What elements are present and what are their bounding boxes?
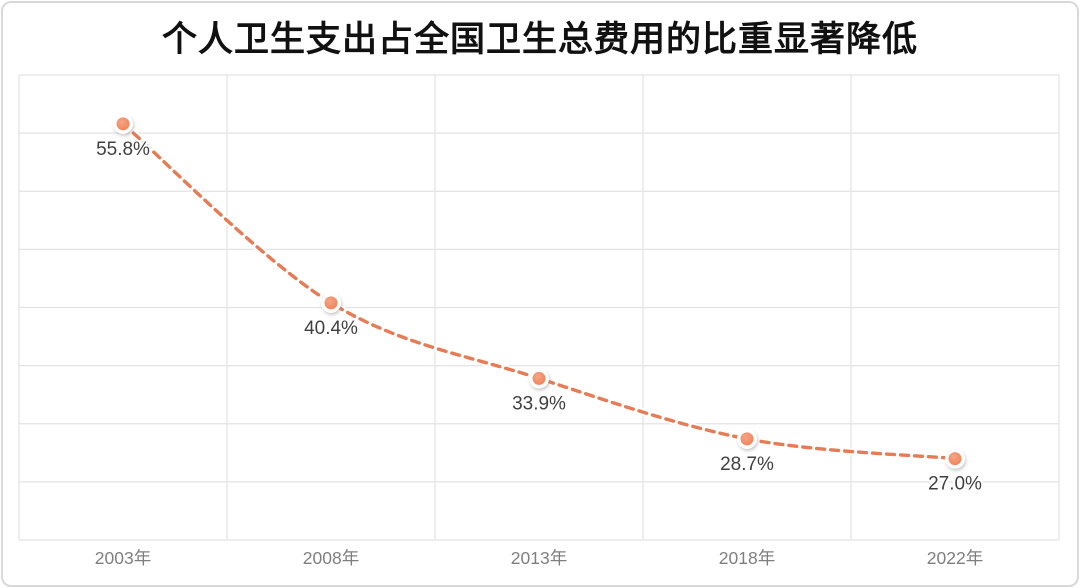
data-point-label: 55.8% [96, 139, 150, 160]
x-axis-label: 2003年 [95, 548, 151, 568]
chart-title: 个人卫生支出占全国卫生总费用的比重显著降低 [161, 20, 918, 59]
data-point [116, 117, 130, 131]
data-point-label: 40.4% [304, 318, 358, 339]
data-point [532, 371, 546, 385]
data-point [324, 296, 338, 310]
data-point-label: 27.0% [928, 474, 982, 495]
line-chart: 55.8% 40.4% 33.9% 28.7% 27.0% 2003年 2008年 2013年… [18, 74, 1060, 568]
data-point [740, 432, 754, 446]
data-point [948, 452, 962, 466]
x-axis-label: 2018年 [719, 548, 775, 568]
x-axis-label: 2013年 [511, 548, 567, 568]
x-axis-label: 2022年 [927, 548, 983, 568]
x-axis-label: 2008年 [303, 548, 359, 568]
data-point-label: 28.7% [720, 454, 774, 475]
data-point-label: 33.9% [512, 393, 566, 414]
